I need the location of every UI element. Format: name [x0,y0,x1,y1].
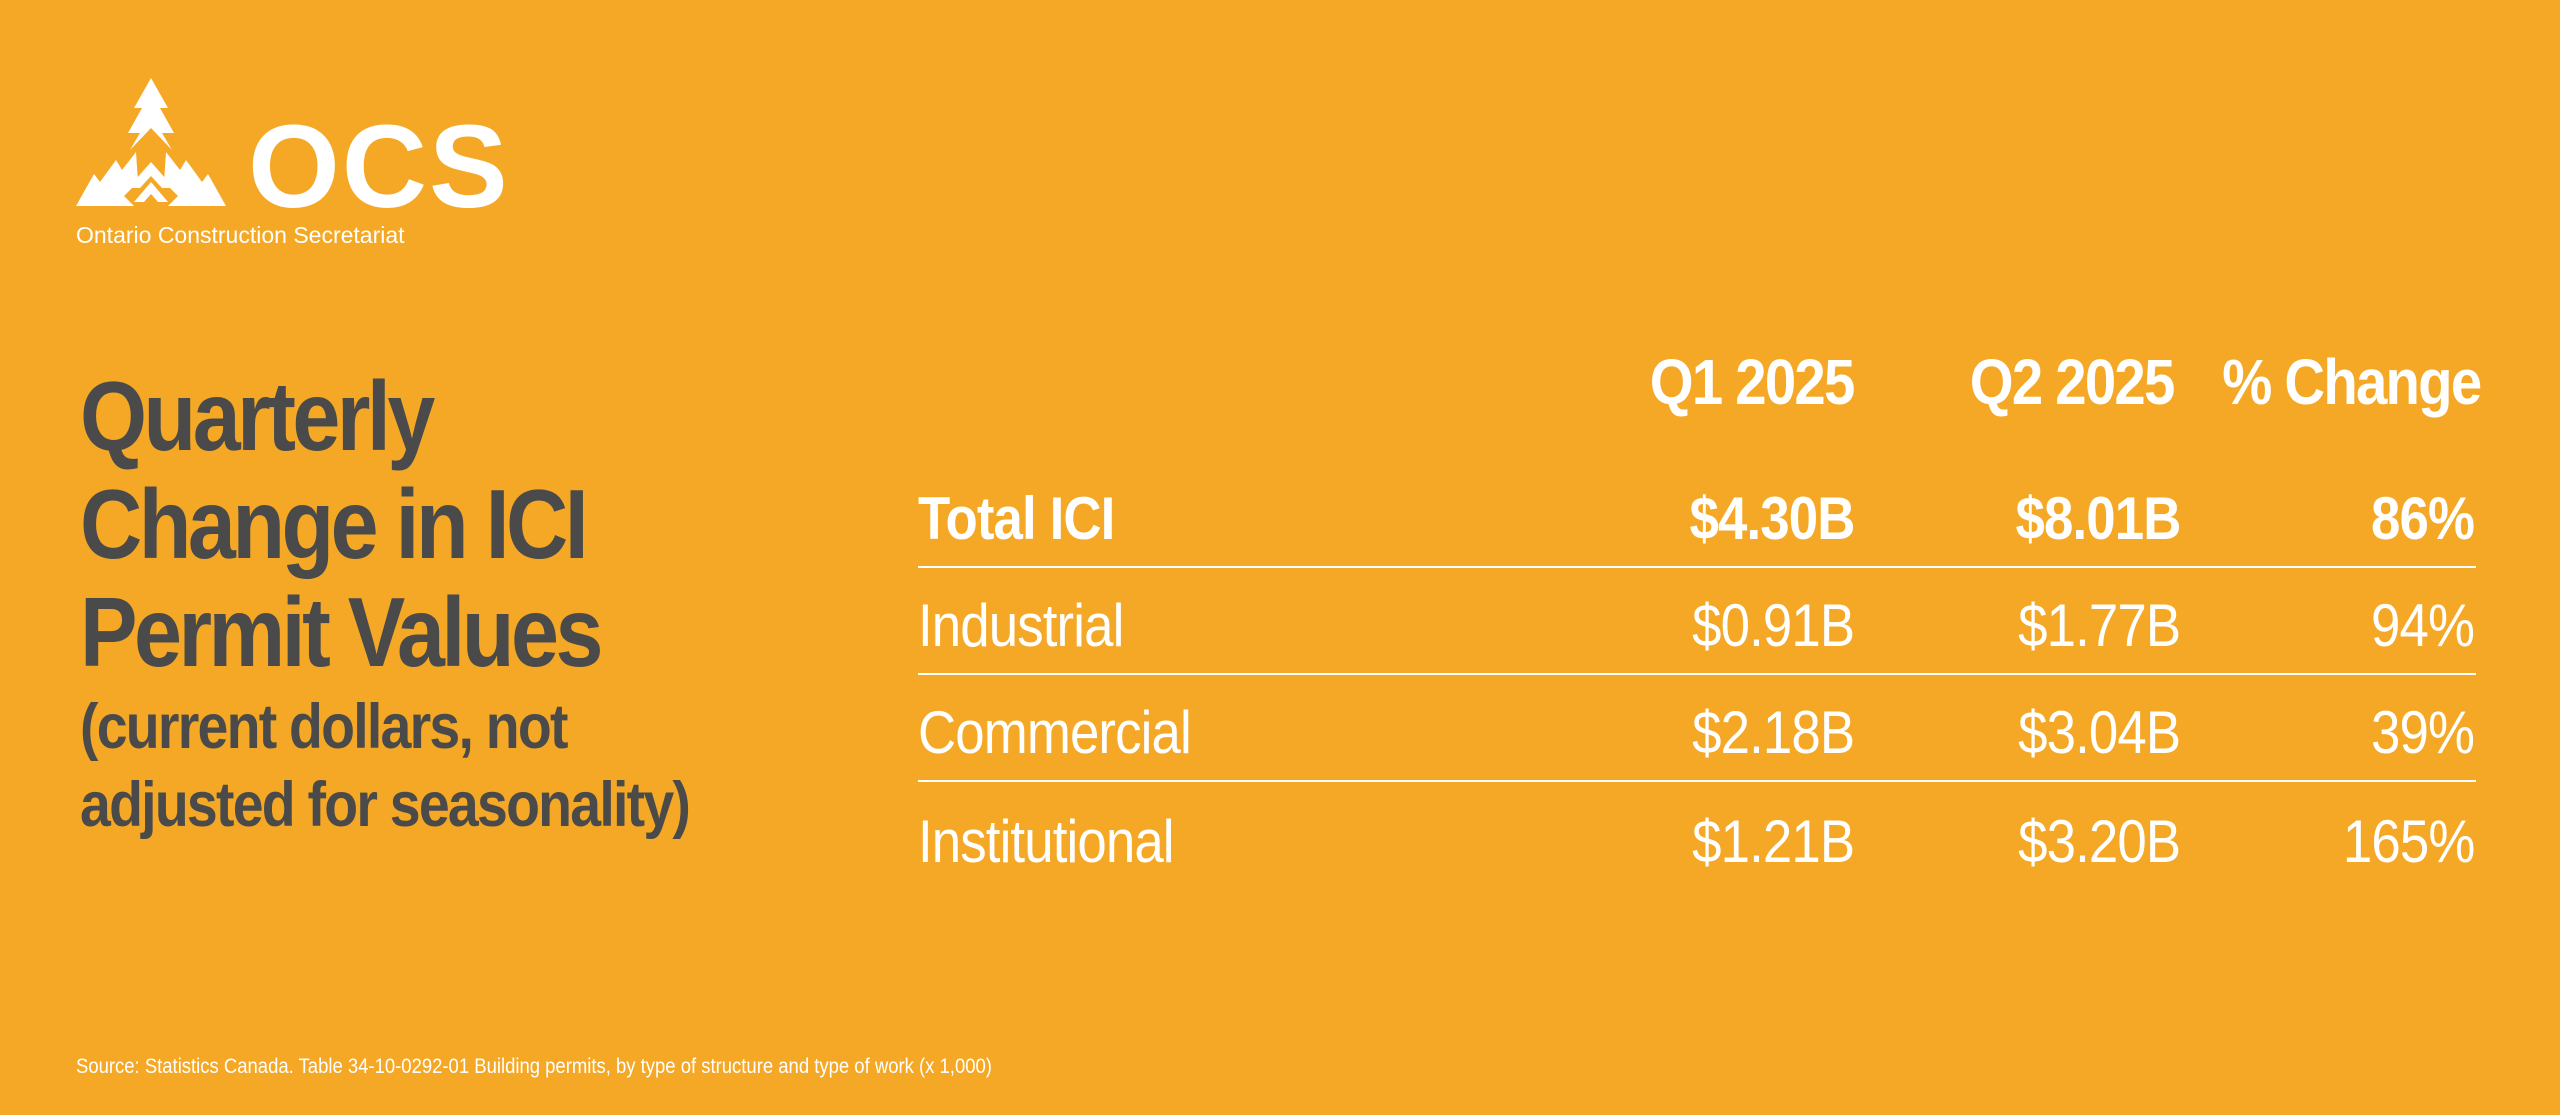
title-block: Quarterly Change in ICI Permit Values (c… [80,362,800,844]
permit-values-table: Q1 2025 Q2 2025 % Change Total ICI $4.30… [918,340,2482,889]
cell-q2-value: $3.20B [2017,808,2181,875]
title-line-1: Quarterly [80,361,435,471]
subtitle-line-2: adjusted for seasonality) [80,770,691,840]
cell-change-value: 39% [2370,699,2475,766]
cell-change-value: 165% [2342,808,2474,875]
source-note: Source: Statistics Canada. Table 34-10-0… [76,1055,992,1078]
row-label: Commercial [918,699,1192,766]
table-row: Institutional $1.21B $3.20B 165% [918,782,2476,889]
row-label: Institutional [918,808,1175,875]
cell-q1-value: $1.21B [1691,808,1855,875]
title-line-3: Permit Values [80,577,603,687]
title-line-2: Change in ICI [80,469,589,579]
row-label: Industrial [918,592,1124,659]
table-header-row: Q1 2025 Q2 2025 % Change [918,340,2482,450]
column-header-q2: Q2 2025 [1970,346,2176,418]
cell-q1-value: $0.91B [1691,592,1855,659]
table-row: Commercial $2.18B $3.04B 39% [918,675,2476,782]
brand-subtitle: Ontario Construction Secretariat [76,222,405,248]
brand-name: OCS [248,101,510,233]
cell-change-value: 94% [2370,592,2475,659]
cell-q2-value: $8.01B [2015,485,2181,552]
column-header-q1: Q1 2025 [1650,346,1856,418]
cell-q2-value: $3.04B [2017,699,2181,766]
column-header-change: % Change [2221,346,2482,418]
table-row: Industrial $0.91B $1.77B 94% [918,568,2476,675]
subtitle-line-1: (current dollars, not [80,692,568,762]
cell-q1-value: $4.30B [1689,485,1855,552]
row-label: Total ICI [918,485,1115,552]
cell-q1-value: $2.18B [1691,699,1855,766]
ocs-logo: OCS Ontario Construction Secretariat [76,78,508,258]
cell-q2-value: $1.77B [2017,592,2181,659]
cell-change-value: 86% [2370,485,2475,552]
table-row: Total ICI $4.30B $8.01B 86% [918,450,2476,568]
ocs-arrows-icon [76,78,226,206]
